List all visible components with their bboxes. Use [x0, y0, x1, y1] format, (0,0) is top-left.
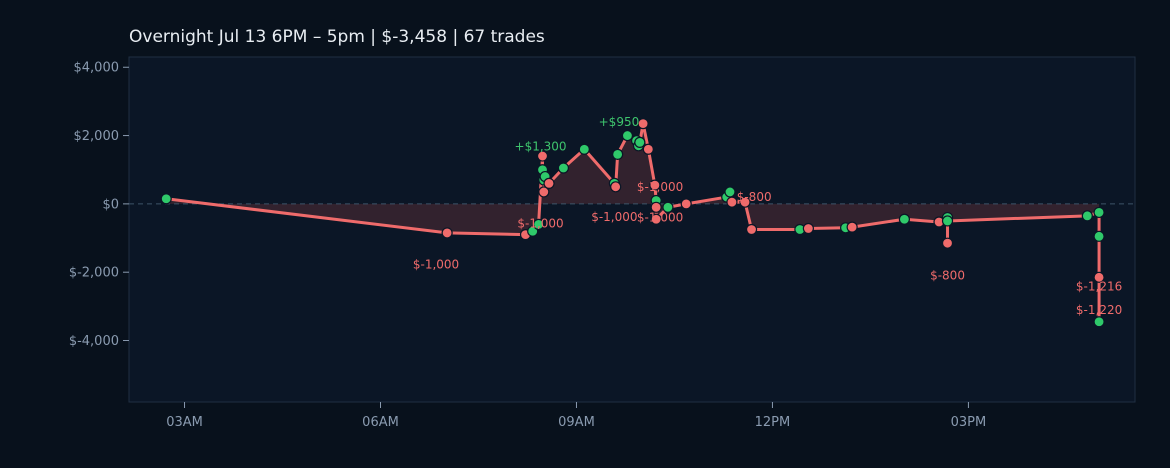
trade-annotation: +$950: [599, 115, 640, 129]
winning-trade-point: [634, 136, 646, 148]
trade-points: [160, 118, 1105, 328]
winning-trade-point: [612, 148, 624, 160]
losing-trade-point: [802, 222, 814, 235]
losing-trade-point: [726, 196, 738, 208]
trade-annotation: $-800: [737, 190, 772, 204]
losing-trade-point: [680, 198, 692, 210]
losing-trade-point: [745, 223, 758, 236]
trade-annotations: $-1,000$-1,000+$1,300+$950$-1,000$-1,000…: [413, 115, 1122, 317]
y-tick-label: $2,000: [74, 129, 120, 144]
winning-trade-point: [662, 201, 674, 213]
losing-trade-point: [1093, 271, 1105, 283]
losing-trade-point: [538, 186, 550, 198]
y-tick-label: $4,000: [74, 61, 120, 76]
trade-annotation: $-800: [930, 269, 965, 283]
losing-trade-point: [543, 177, 555, 189]
x-tick-label: 03PM: [951, 415, 987, 430]
winning-trade-point: [724, 186, 736, 198]
losing-trade-point: [642, 143, 654, 155]
trade-annotation: $-1,000: [637, 180, 683, 194]
x-tick-label: 06AM: [362, 415, 399, 430]
losing-trade-point: [649, 179, 661, 191]
losing-trade-point: [739, 196, 751, 208]
losing-trade-point: [650, 213, 662, 225]
trade-annotation: $-1,000: [413, 257, 459, 271]
losing-trade-point: [650, 201, 662, 213]
winning-trade-point: [1081, 210, 1093, 222]
winning-trade-point: [532, 218, 545, 230]
pnl-area-fill: [166, 123, 1100, 322]
winning-trade-point: [557, 162, 570, 174]
x-tick-label: 12PM: [755, 415, 791, 430]
chart-title: Overnight Jul 13 6PM – 5pm | $-3,458 | 6…: [129, 27, 545, 47]
plot-area: [128, 56, 1136, 403]
trade-annotation: $-1,000: [517, 217, 563, 231]
winning-trade-point: [1093, 316, 1105, 328]
winning-trade-point: [1093, 230, 1105, 242]
losing-trade-point: [536, 150, 549, 162]
winning-trade-point: [941, 215, 954, 227]
trade-annotation: $-1,216: [1076, 280, 1122, 294]
losing-trade-point: [637, 118, 649, 130]
x-tick-label: 09AM: [558, 415, 595, 430]
winning-trade-point: [1093, 206, 1105, 219]
winning-trade-point: [578, 143, 590, 155]
y-tick-label: $-4,000: [69, 334, 119, 349]
x-tick-label: 03AM: [166, 415, 203, 430]
y-tick-label: $0: [102, 197, 119, 212]
winning-trade-point: [898, 213, 911, 225]
losing-trade-point: [610, 181, 622, 193]
winning-trade-point: [160, 193, 172, 205]
losing-trade-point: [846, 221, 858, 233]
trade-annotation: $-1,000: [637, 211, 683, 225]
x-axis: 03AM 06AM 09AM 12PM 03PM: [166, 402, 986, 430]
trade-annotation: +$1,300: [515, 139, 567, 153]
y-tick-label: $-2,000: [69, 266, 119, 281]
trade-annotation: $-1,000: [591, 210, 637, 224]
winning-trade-point: [621, 129, 634, 142]
trade-annotation: $-1,220: [1076, 303, 1122, 317]
y-axis: $4,000 $2,000 $0 $-2,000 $-4,000: [69, 61, 129, 349]
losing-trade-point: [441, 227, 453, 239]
losing-trade-point: [941, 237, 954, 249]
